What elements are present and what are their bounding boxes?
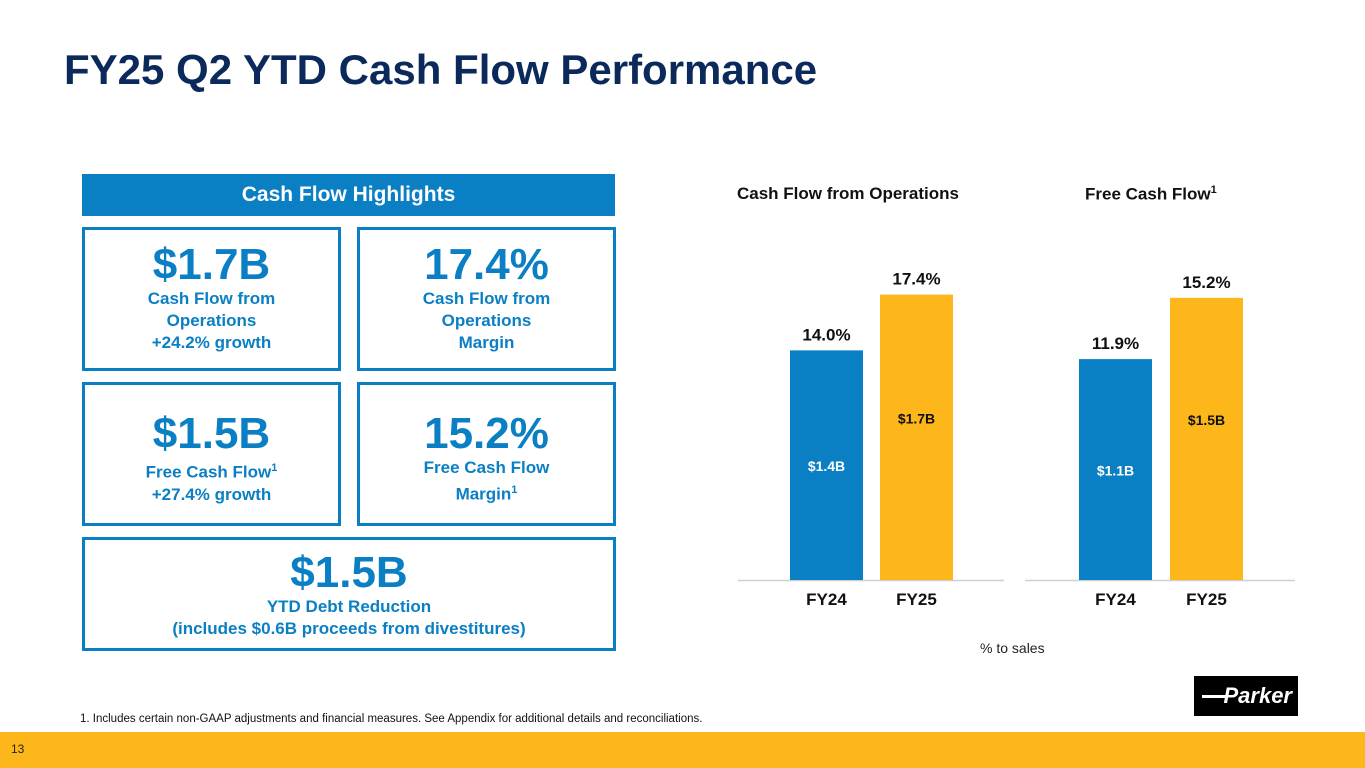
card-fcf-margin: 15.2% Free Cash Flow Margin1 — [357, 382, 616, 526]
footnote-marker: 1 — [271, 462, 278, 474]
bar-fy24 — [790, 350, 863, 580]
bar-inner-label: $1.1B — [1097, 463, 1134, 479]
card-line: Free Cash Flow — [145, 462, 272, 482]
card-value: $1.7B — [152, 240, 271, 289]
x-tick-label: FY25 — [1186, 590, 1227, 609]
footer-bar — [0, 732, 1365, 768]
card-line: +27.4% growth — [151, 484, 272, 504]
x-tick-label: FY24 — [806, 590, 847, 609]
card-line: Cash Flow from — [147, 289, 276, 308]
chart-title-text: Free Cash Flow — [1085, 184, 1211, 204]
chart-title-cfo: Cash Flow from Operations — [737, 184, 959, 203]
bar-value-label: 15.2% — [1182, 273, 1230, 292]
highlights-header: Cash Flow Highlights — [82, 174, 615, 216]
x-tick-label: FY25 — [896, 590, 937, 609]
card-line: Operations — [166, 311, 257, 330]
card-line: Margin — [455, 484, 512, 504]
card-value: 17.4% — [424, 240, 549, 289]
footnote-marker: 1 — [1210, 184, 1217, 196]
bar-value-label: 11.9% — [1092, 334, 1139, 353]
bar-fy25 — [880, 294, 953, 580]
percent-to-sales-note: % to sales — [980, 640, 1045, 656]
page-number: 13 — [11, 742, 25, 756]
card-cfo: $1.7B Cash Flow from Operations +24.2% g… — [82, 227, 341, 371]
card-line: YTD Debt Reduction — [266, 597, 432, 616]
card-debt-reduction: $1.5B YTD Debt Reduction (includes $0.6B… — [82, 537, 616, 651]
card-value: 15.2% — [424, 409, 549, 458]
card-line: Operations — [441, 311, 532, 330]
card-value: $1.5B — [290, 548, 408, 597]
card-value: $1.5B — [152, 409, 271, 458]
card-line: Free Cash Flow — [423, 458, 550, 477]
bar-inner-label: $1.5B — [1188, 412, 1225, 428]
footnote-marker: 1 — [511, 484, 518, 496]
page-title: FY25 Q2 YTD Cash Flow Performance — [64, 46, 818, 93]
card-line: (includes $0.6B proceeds from divestitur… — [172, 619, 526, 638]
logo-text: Parker — [1223, 683, 1292, 708]
card-line: Margin — [458, 333, 515, 352]
bar-value-label: 14.0% — [802, 325, 850, 344]
bar-value-label: 17.4% — [892, 270, 940, 289]
x-tick-label: FY24 — [1095, 590, 1136, 609]
bar-inner-label: $1.4B — [808, 458, 845, 474]
footnote: 1. Includes certain non-GAAP adjustments… — [80, 713, 703, 725]
card-fcf: $1.5B Free Cash Flow1 +27.4% growth — [82, 382, 341, 526]
parker-logo: Parker — [1194, 676, 1298, 716]
chart-title-fcf: Free Cash Flow1 — [1085, 184, 1217, 205]
card-cfo-margin: 17.4% Cash Flow from Operations Margin — [357, 227, 616, 371]
card-line: Cash Flow from — [422, 289, 551, 308]
bar-fy25 — [1170, 297, 1243, 580]
bar-inner-label: $1.7B — [898, 410, 935, 426]
card-line: +24.2% growth — [151, 333, 272, 352]
bar-fy24 — [1079, 359, 1152, 580]
